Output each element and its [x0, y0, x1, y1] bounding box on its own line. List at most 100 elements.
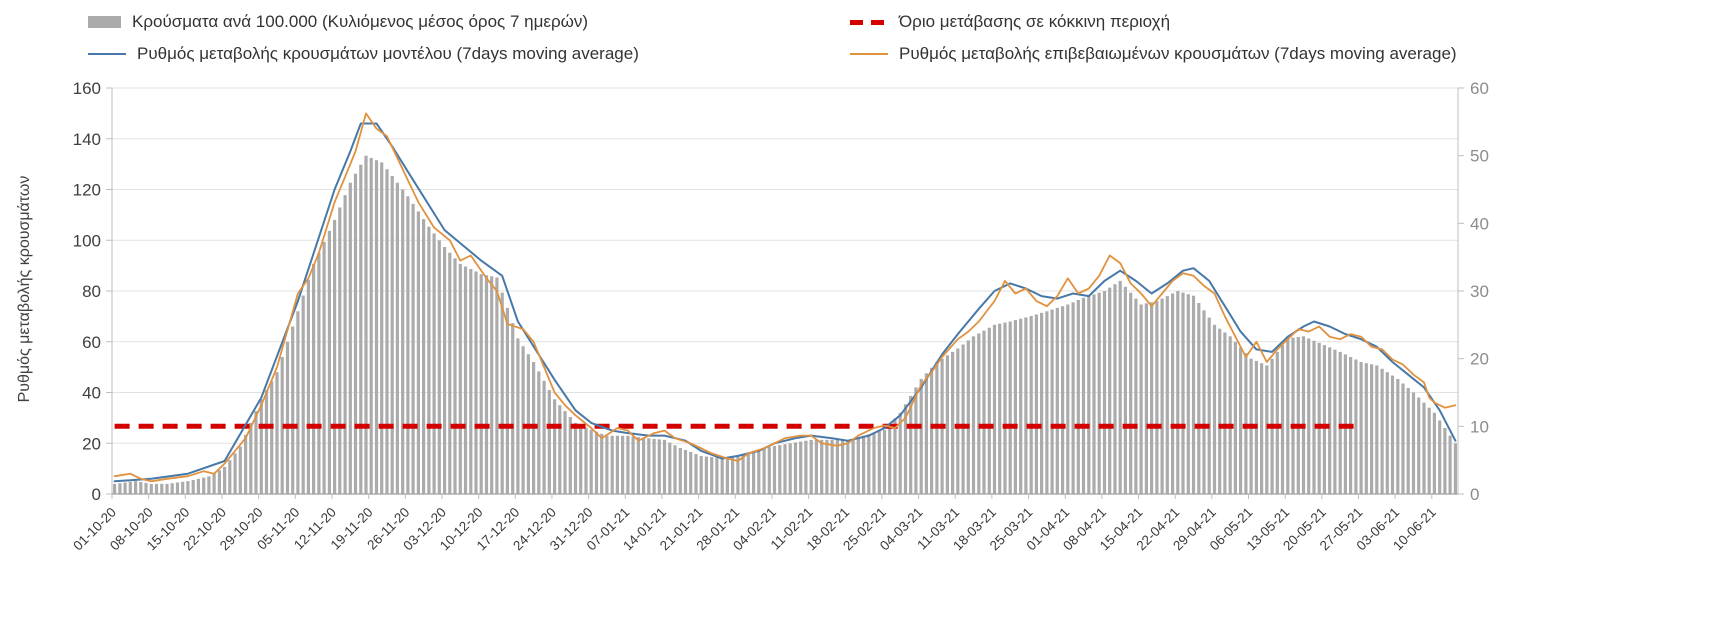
- bar: [914, 387, 918, 494]
- legend-label-model: Ρυθμός μεταβολής κρουσμάτων μοντέλου (7d…: [137, 44, 639, 63]
- bar: [385, 169, 389, 494]
- bar: [1102, 291, 1107, 494]
- bar: [626, 435, 630, 494]
- bar: [1202, 310, 1206, 494]
- bar: [605, 435, 609, 494]
- bar: [191, 480, 195, 494]
- bar: [1317, 342, 1321, 494]
- bar: [443, 247, 447, 494]
- bar: [966, 340, 970, 494]
- left-tick-label: 100: [73, 231, 101, 250]
- bar: [678, 448, 682, 494]
- bar: [249, 422, 253, 494]
- bar: [1071, 302, 1075, 494]
- bar: [259, 399, 263, 494]
- bar: [1260, 363, 1264, 494]
- bar: [1055, 307, 1059, 494]
- bar: [710, 457, 714, 494]
- bar: [1207, 317, 1211, 494]
- bar: [903, 404, 908, 494]
- bar: [484, 275, 489, 494]
- bar: [1390, 375, 1395, 494]
- bar: [951, 351, 955, 494]
- bar: [1307, 338, 1311, 494]
- bar: [422, 219, 426, 494]
- bar: [982, 330, 986, 494]
- bar: [1171, 293, 1175, 494]
- bar: [364, 155, 368, 494]
- bar: [1181, 292, 1185, 494]
- bar: [175, 482, 180, 494]
- bar: [1160, 298, 1164, 494]
- right-tick-label: 20: [1470, 350, 1489, 369]
- bar: [1375, 365, 1379, 494]
- bar: [882, 429, 887, 494]
- bar: [757, 449, 761, 494]
- bar: [615, 435, 619, 494]
- bar: [1354, 359, 1358, 494]
- bar: [1029, 316, 1033, 494]
- left-tick-label: 120: [73, 181, 101, 200]
- bar: [474, 271, 478, 494]
- bar: [668, 442, 672, 494]
- right-tick-label: 10: [1470, 417, 1489, 436]
- bar: [992, 324, 997, 494]
- legend-label-cases-bars: Κρούσματα ανά 100.000 (Κυλιόμενος μέσος …: [132, 12, 589, 31]
- left-tick-label: 60: [82, 333, 101, 352]
- bar: [1019, 318, 1023, 494]
- bar: [1385, 372, 1389, 494]
- bar: [1333, 349, 1337, 494]
- bar: [1223, 332, 1227, 494]
- left-tick-label: 20: [82, 434, 101, 453]
- bar: [401, 189, 405, 494]
- bar: [956, 348, 960, 494]
- bar: [741, 454, 745, 494]
- bar: [1275, 351, 1279, 494]
- bar: [1296, 337, 1300, 494]
- bar: [139, 482, 143, 494]
- bar: [202, 477, 206, 494]
- bar: [1411, 392, 1416, 494]
- bar: [1144, 303, 1148, 494]
- right-tick-label: 30: [1470, 282, 1489, 301]
- bar: [888, 424, 892, 494]
- bar: [1150, 302, 1154, 494]
- bar: [930, 367, 934, 494]
- bar: [584, 427, 588, 494]
- chart-legend: Κρούσματα ανά 100.000 (Κυλιόμενος μέσος …: [0, 6, 1712, 70]
- bar: [1139, 304, 1143, 494]
- bar: [662, 439, 667, 494]
- bar: [1076, 300, 1080, 494]
- bar: [1081, 297, 1086, 494]
- bar: [1364, 363, 1368, 494]
- bar: [767, 447, 771, 494]
- bar: [149, 483, 153, 494]
- bar: [1113, 284, 1117, 494]
- bar: [1265, 365, 1269, 494]
- bar: [1406, 388, 1410, 494]
- bar: [170, 483, 174, 494]
- bar: [835, 439, 839, 494]
- bar: [961, 344, 965, 494]
- bar: [715, 457, 719, 494]
- bar: [490, 276, 494, 494]
- left-tick-label: 40: [82, 384, 101, 403]
- bar: [694, 454, 698, 494]
- bar: [856, 437, 860, 494]
- bar: [1218, 328, 1222, 494]
- bar: [495, 277, 499, 494]
- bar: [1050, 309, 1054, 494]
- bar: [642, 437, 646, 494]
- bar: [437, 240, 441, 495]
- bar: [134, 481, 138, 494]
- bar: [118, 483, 122, 494]
- left-tick-label: 140: [73, 130, 101, 149]
- bar: [1092, 294, 1096, 494]
- bar: [280, 357, 284, 494]
- bar: [516, 338, 520, 494]
- bar: [563, 411, 567, 494]
- bar: [762, 448, 766, 494]
- bar: [1118, 280, 1122, 494]
